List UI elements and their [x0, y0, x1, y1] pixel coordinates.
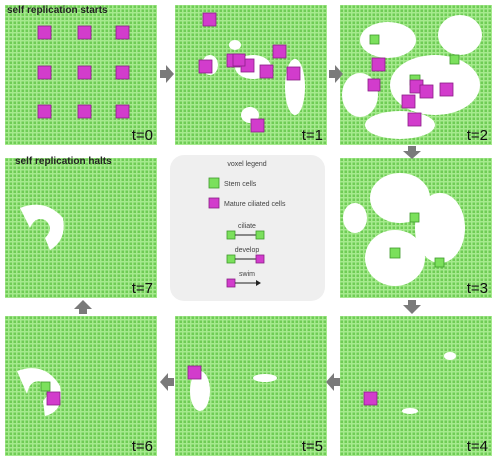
panel: t=5: [175, 316, 327, 456]
mature-cells: [37, 25, 130, 119]
panel: t=4: [340, 316, 492, 456]
time-label: t=1: [302, 127, 323, 144]
time-label: t=4: [467, 438, 488, 455]
time-label: t=6: [132, 438, 153, 455]
legend-item: Mature ciliated cells: [224, 201, 286, 208]
legend-action: swim: [239, 271, 255, 278]
legend-item: Stem cells: [224, 181, 257, 188]
start-title: self replication starts: [7, 5, 108, 16]
legend-title: voxel legend: [227, 161, 266, 168]
panel: t=3: [340, 158, 492, 298]
legend: voxel legend Stem cells Mature ciliated …: [170, 155, 325, 301]
legend-action: ciliate: [238, 223, 256, 230]
panel: t=6: [5, 316, 157, 456]
time-label: t=2: [467, 127, 488, 144]
panel: t=2: [340, 5, 492, 145]
halt-title: self replication halts: [15, 156, 112, 167]
time-label: t=3: [467, 280, 488, 297]
arrows: [74, 65, 421, 391]
panel: self replication starts t=0: [5, 5, 157, 145]
panel: self replication halts t=7: [5, 156, 157, 298]
legend-action: develop: [235, 247, 260, 254]
panel: t=1: [175, 5, 327, 145]
time-label: t=7: [132, 280, 153, 297]
time-label: t=5: [302, 438, 323, 455]
time-label: t=0: [132, 127, 153, 144]
